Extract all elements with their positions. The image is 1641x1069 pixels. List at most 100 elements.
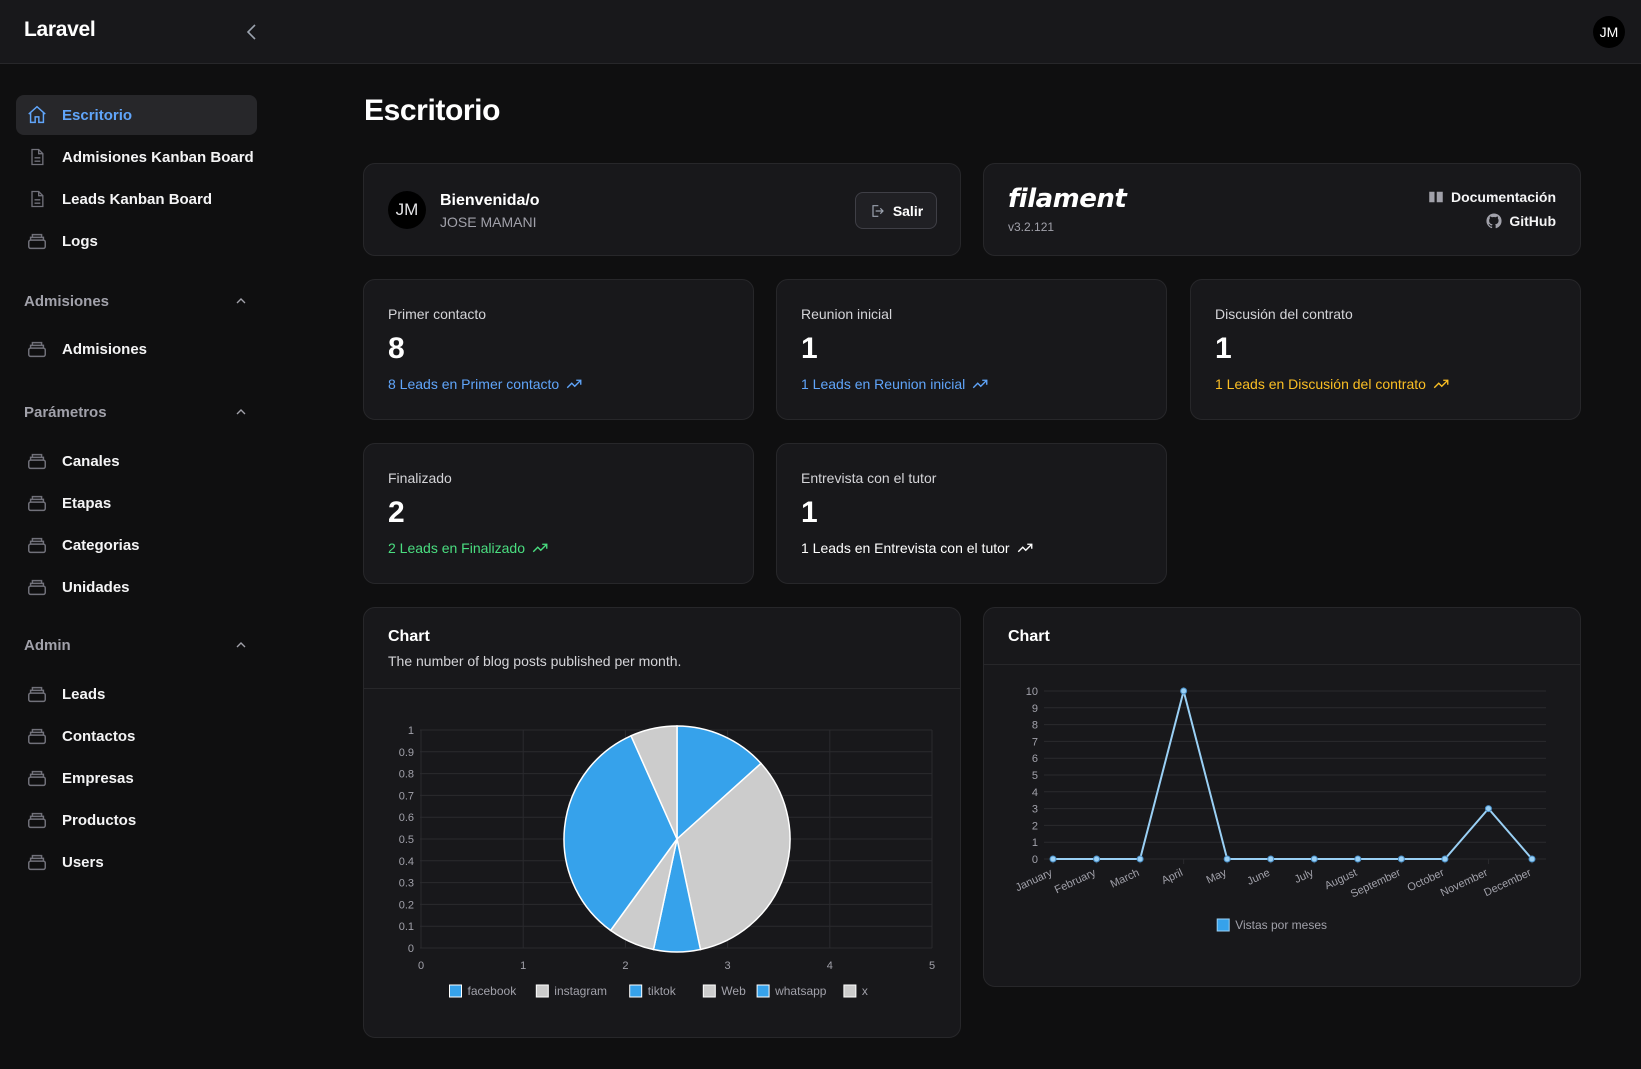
y-tick-label: 0.1 [399, 921, 414, 933]
sidebar-item-label: Leads Kanban Board [62, 190, 213, 208]
y-tick-label: 9 [1032, 703, 1038, 715]
data-point-december [1528, 855, 1536, 863]
chevron-up-icon [236, 642, 246, 648]
brand-logo[interactable]: Laravel [24, 18, 96, 41]
group-label: Admin [24, 636, 71, 654]
data-point-february [1093, 855, 1101, 863]
y-tick-label: 1 [408, 725, 414, 737]
home-icon [26, 104, 48, 126]
stat-card-entrevista-tutor: Entrevista con el tutor 1 1 Leads en Ent… [776, 443, 1167, 584]
sidebar-item-escritorio[interactable]: Escritorio [16, 95, 257, 135]
user-avatar[interactable]: JM [1593, 16, 1625, 48]
trending-up-icon [973, 379, 988, 389]
y-tick-label: 6 [1032, 753, 1038, 765]
stat-value: 2 [388, 496, 405, 529]
legend-label-instagram: instagram [554, 984, 607, 998]
stat-description: 1 Leads en Entrevista con el tutor [801, 539, 1034, 557]
group-header-parametros[interactable]: Parámetros [24, 400, 249, 424]
sidebar-item-categorias[interactable]: Categorias [16, 525, 257, 565]
data-point-june [1267, 855, 1275, 863]
y-tick-label: 0.9 [399, 747, 414, 759]
sidebar-item-etapas[interactable]: Etapas [16, 483, 257, 523]
stat-description: 2 Leads en Finalizado [388, 539, 549, 557]
documentation-link[interactable]: Documentación [1427, 188, 1556, 206]
collapse-sidebar-button[interactable] [240, 20, 264, 44]
stack-icon [26, 338, 48, 360]
stat-value: 1 [1215, 332, 1232, 365]
sidebar-item-label: Contactos [62, 727, 136, 745]
x-tick-label: 5 [929, 960, 935, 972]
sidebar-item-admisiones[interactable]: Admisiones [16, 329, 257, 369]
group-header-admin[interactable]: Admin [24, 633, 249, 657]
data-point-may [1223, 855, 1231, 863]
stat-description-text: 1 Leads en Reunion inicial [801, 376, 966, 392]
y-tick-label: 0 [1032, 854, 1038, 866]
stack-icon [26, 534, 48, 556]
x-tick-label-june: June [1245, 867, 1272, 888]
sidebar-item-canales[interactable]: Canales [16, 441, 257, 481]
trending-up-icon [532, 543, 548, 553]
pie-slice-whatsapp [563, 734, 678, 932]
x-tick-label-march: March [1109, 867, 1142, 891]
y-tick-label: 0.8 [399, 769, 414, 781]
stat-label: Finalizado [388, 470, 452, 486]
logout-button[interactable]: Salir [855, 192, 937, 229]
pie-slice-x [630, 725, 678, 840]
pie-slice-facebook [676, 725, 763, 841]
documentation-label: Documentación [1450, 189, 1556, 205]
github-label: GitHub [1509, 213, 1556, 229]
legend-swatch [449, 984, 462, 998]
filament-logo: filament [1008, 184, 1127, 214]
stat-description-text: 1 Leads en Discusión del contrato [1215, 376, 1426, 392]
logout-icon [872, 204, 884, 217]
stat-description: 1 Leads en Discusión del contrato [1215, 375, 1450, 393]
sidebar-item-users[interactable]: Users [16, 842, 257, 882]
x-tick-label-january: January [1014, 867, 1055, 895]
legend-swatch [756, 984, 770, 998]
divider [364, 688, 960, 689]
y-tick-label: 0.4 [399, 856, 414, 868]
data-point-october [1441, 855, 1449, 863]
page-title: Escritorio [364, 94, 501, 127]
sidebar-item-unidades[interactable]: Unidades [16, 567, 257, 607]
stack-icon [26, 767, 48, 789]
github-link[interactable]: GitHub [1485, 212, 1556, 230]
legend-label-whatsapp: whatsapp [774, 984, 827, 998]
x-tick-label: 2 [622, 960, 628, 972]
legend-swatch [629, 984, 643, 998]
line-chart-card: Chart 0 1 2 3 4 5 6 7 8 9 10 January February March Ap… [983, 607, 1581, 987]
stat-value: 8 [388, 332, 405, 365]
sidebar-item-label: Unidades [62, 578, 130, 596]
sidebar-item-label: Users [62, 853, 104, 871]
stack-icon [26, 450, 48, 472]
y-tick-label: 5 [1032, 770, 1038, 782]
sidebar-item-leads-kanban[interactable]: Leads Kanban Board [16, 179, 257, 219]
stat-description: 8 Leads en Primer contacto [388, 375, 583, 393]
legend-label-x: x [862, 984, 868, 998]
sidebar-item-contactos[interactable]: Contactos [16, 716, 257, 756]
y-tick-label: 0.5 [399, 834, 414, 846]
sidebar-item-label: Productos [62, 811, 137, 829]
y-tick-label: 2 [1032, 820, 1038, 832]
x-tick-label-july: July [1293, 867, 1316, 886]
chevron-up-icon [236, 298, 246, 304]
series-line [1053, 687, 1533, 860]
sidebar-item-productos[interactable]: Productos [16, 800, 257, 840]
legend-label-tiktok: tiktok [648, 984, 677, 998]
sidebar-item-admisiones-kanban[interactable]: Admisiones Kanban Board [16, 137, 257, 177]
group-header-admisiones[interactable]: Admisiones [24, 289, 249, 313]
sidebar-item-empresas[interactable]: Empresas [16, 758, 257, 798]
sidebar-item-logs[interactable]: Logs [16, 221, 257, 261]
y-tick-label: 0.3 [399, 878, 414, 890]
legend-swatch [1216, 918, 1230, 932]
y-tick-label: 8 [1032, 720, 1038, 732]
stack-icon [26, 576, 48, 598]
divider [984, 664, 1580, 665]
stat-card-finalizado: Finalizado 2 2 Leads en Finalizado [363, 443, 754, 584]
y-tick-label: 4 [1032, 787, 1038, 799]
stat-label: Primer contacto [388, 306, 487, 322]
sidebar-item-leads[interactable]: Leads [16, 674, 257, 714]
stat-card-discusion-contrato: Discusión del contrato 1 1 Leads en Disc… [1190, 279, 1581, 420]
stack-icon [26, 809, 48, 831]
x-tick-label-november: November [1439, 867, 1490, 899]
